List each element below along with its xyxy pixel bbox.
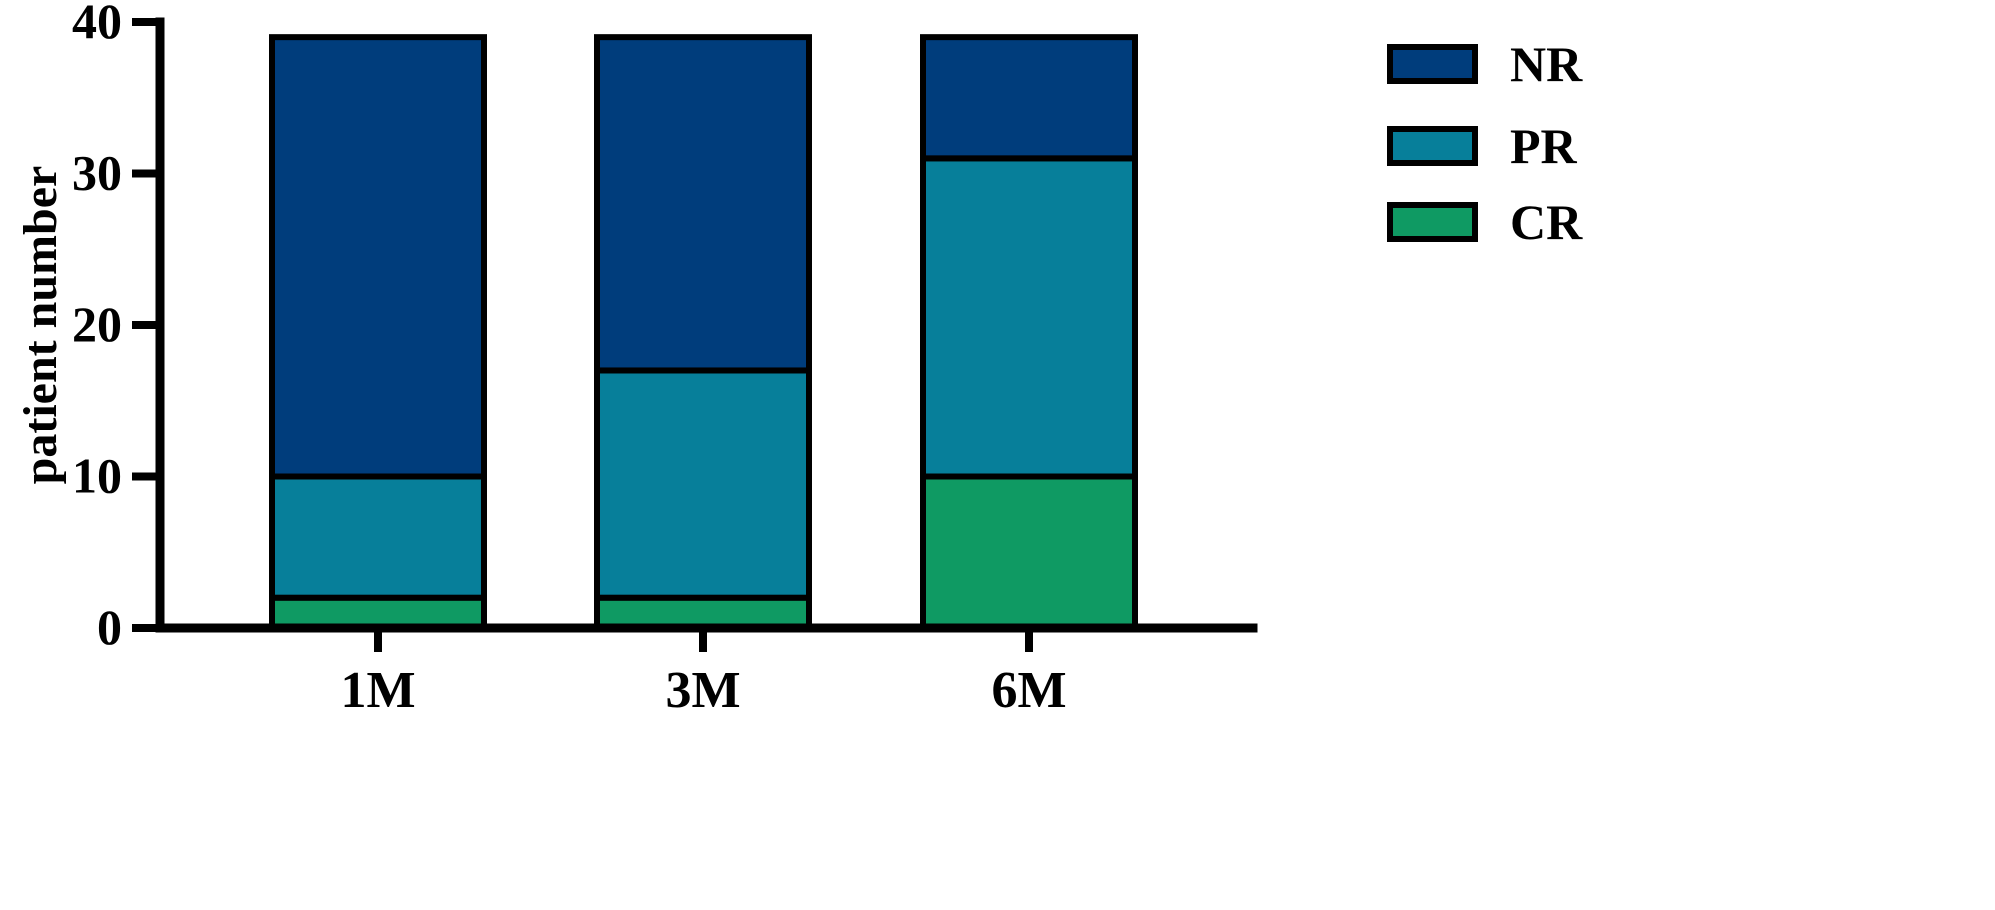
- bar-segment-cr-1m: [269, 594, 487, 632]
- bar-segment-cr-3m: [594, 594, 812, 632]
- legend-swatch-pr: [1387, 126, 1478, 166]
- legend-label-nr: NR: [1510, 36, 1583, 92]
- bar-segment-pr-1m: [269, 473, 487, 601]
- bar-segment-nr-6m: [920, 34, 1138, 162]
- legend-swatch-cr: [1387, 202, 1478, 242]
- legend-label-cr: CR: [1510, 194, 1583, 250]
- y-tick-label-10: 10: [72, 448, 122, 504]
- y-tick-label-20: 20: [72, 296, 122, 352]
- bar-segment-pr-6m: [920, 155, 1138, 480]
- bar-stack-6m: [920, 34, 1138, 631]
- y-tick-label-40: 40: [72, 0, 122, 49]
- x-tick-label-3m: 3M: [665, 662, 740, 719]
- y-tick-label-30: 30: [72, 145, 122, 201]
- legend-swatch-nr: [1387, 44, 1478, 84]
- bar-stack-3m: [594, 34, 812, 632]
- x-ticks: 1M 3M 6M: [340, 628, 1067, 719]
- bars-layer: [269, 34, 1138, 632]
- legend-label-pr: PR: [1510, 118, 1578, 174]
- bar-stack-1m: [269, 34, 487, 632]
- bar-segment-pr-3m: [594, 367, 812, 601]
- y-ticks: 0 10 20 30 40: [72, 0, 160, 655]
- x-tick-label-1m: 1M: [340, 662, 415, 719]
- y-tick-label-0: 0: [97, 599, 122, 655]
- x-tick-label-6m: 6M: [991, 662, 1066, 719]
- bar-segment-cr-6m: [920, 473, 1138, 631]
- bar-segment-nr-1m: [269, 34, 487, 480]
- y-axis-label: patient number: [14, 166, 67, 485]
- legend: NR PR CR: [1387, 36, 1583, 250]
- bar-segment-nr-3m: [594, 34, 812, 374]
